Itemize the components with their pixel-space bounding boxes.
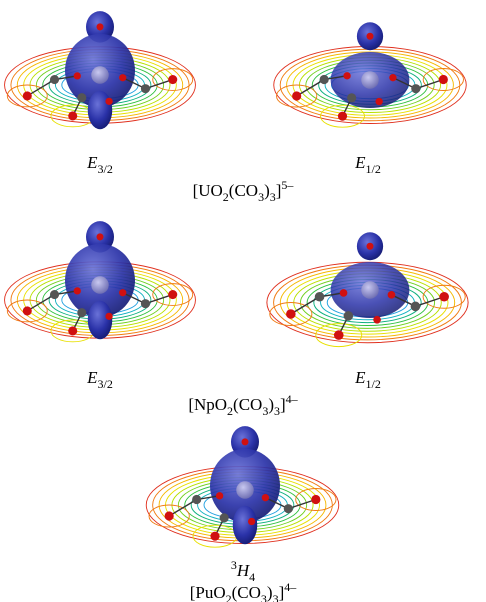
formula-sup: 4– — [286, 392, 299, 406]
formula-text: (CO — [233, 395, 262, 414]
molecule-np-e12 — [267, 232, 468, 346]
label-symbol: E — [354, 368, 366, 387]
molecule-np-e32 — [5, 221, 196, 342]
formula-text: [NpO — [188, 395, 227, 414]
orbital-label: E1/2 — [354, 368, 381, 391]
orbital-label: E3/2 — [86, 368, 113, 391]
formula-text: (CO — [232, 583, 261, 602]
formula: [NpO2(CO3)3]4– — [188, 392, 298, 418]
orbital-label: 3H4 — [231, 558, 255, 584]
formula-sup: 4– — [284, 580, 297, 594]
molecule-u-e12 — [274, 22, 467, 127]
figure: E3/2E1/2[UO2(CO3)3]5–E3/2E1/2[NpO2(CO3)3… — [0, 0, 486, 602]
label-sub: 4 — [249, 570, 255, 584]
molecule-u-e32 — [5, 11, 196, 129]
label-symbol: E — [354, 153, 366, 172]
label-sub: 1/2 — [366, 162, 381, 176]
formula-text: [UO — [193, 181, 223, 200]
orbital-label: E3/2 — [86, 153, 113, 176]
formula-text: (CO — [229, 181, 258, 200]
label-sub: 3/2 — [98, 377, 113, 391]
label-symbol: E — [86, 153, 98, 172]
label-sub: 3/2 — [98, 162, 113, 176]
formula-sup: 5– — [281, 178, 294, 192]
formula: [PuO2(CO3)3]4– — [190, 580, 298, 602]
label-sub: 1/2 — [366, 377, 381, 391]
formula-text: [PuO — [190, 583, 226, 602]
label-symbol: E — [86, 368, 98, 387]
molecule-pu — [146, 426, 339, 547]
formula: [UO2(CO3)3]5– — [193, 178, 295, 204]
orbital-label: E1/2 — [354, 153, 381, 176]
